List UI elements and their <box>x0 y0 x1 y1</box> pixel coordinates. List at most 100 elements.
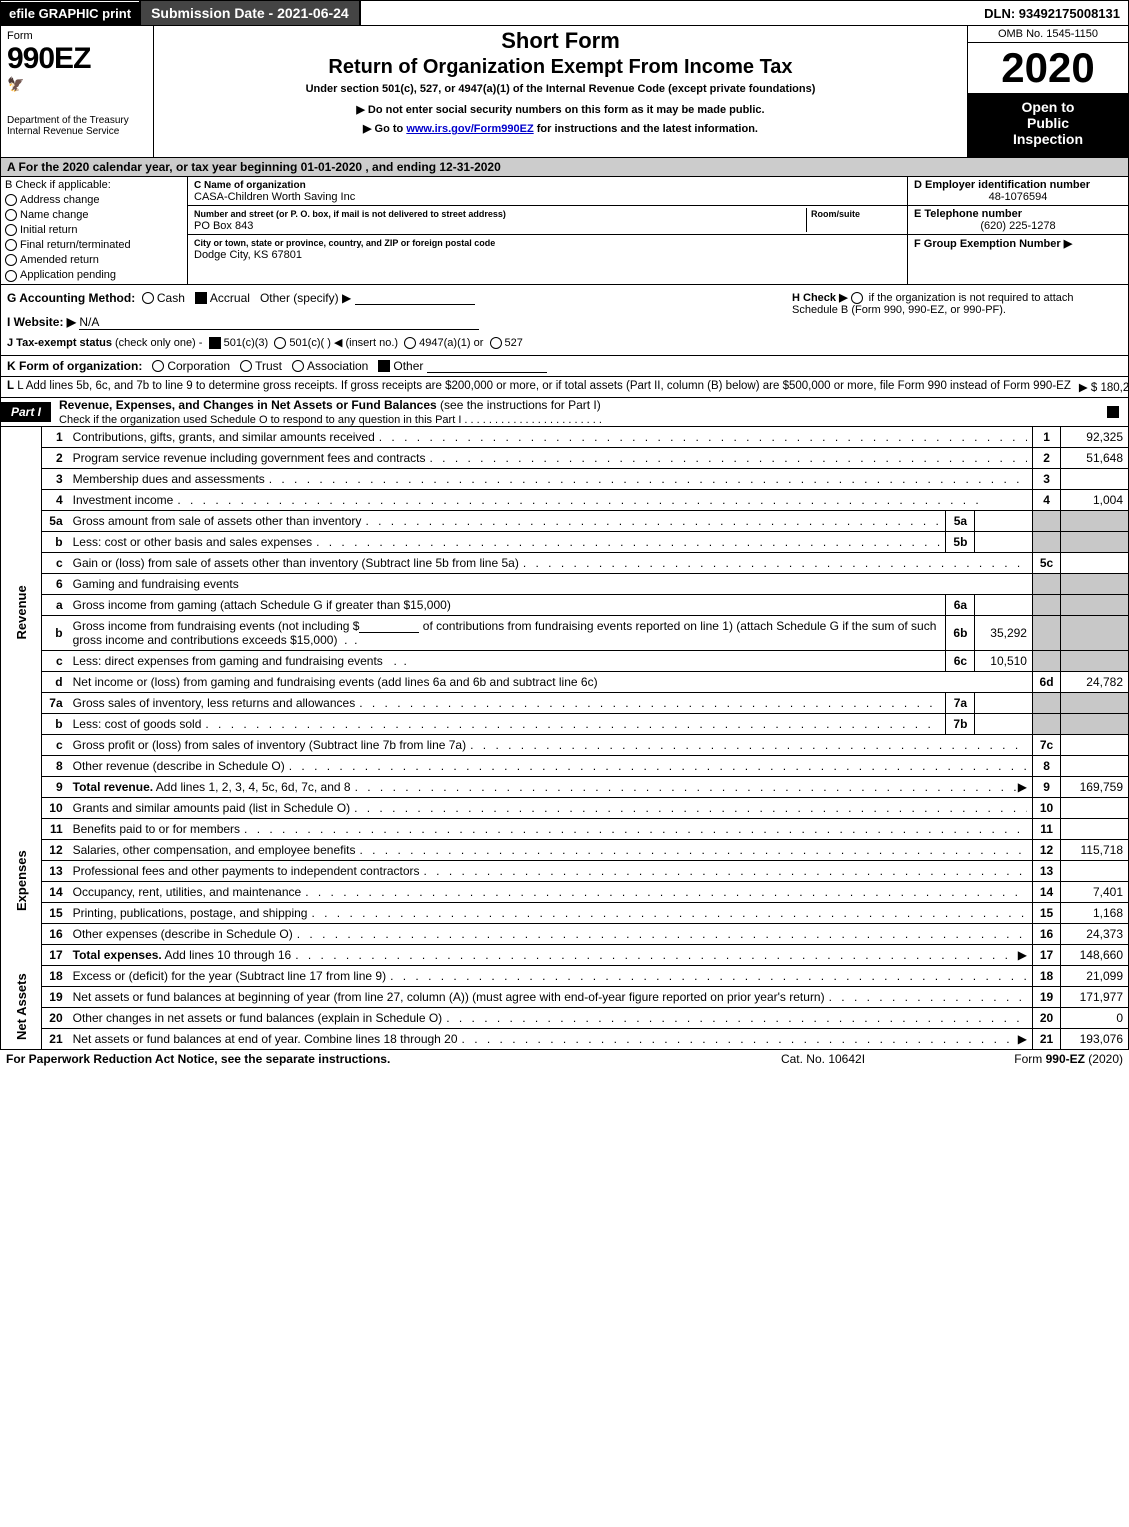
l5c-desc: Gain or (loss) from sale of assets other… <box>73 556 523 570</box>
l5b-num: b <box>42 531 68 552</box>
opt-address: Address change <box>20 194 100 206</box>
form-header: Form 990EZ 🦅 Department of the Treasury … <box>0 26 1129 158</box>
l7c-desc: Gross profit or (loss) from sales of inv… <box>73 738 470 752</box>
efile-print-button[interactable]: efile GRAPHIC print <box>1 2 139 25</box>
page-footer: For Paperwork Reduction Act Notice, see … <box>0 1050 1129 1068</box>
d-label: D Employer identification number <box>914 179 1122 191</box>
l6d-desc: Net income or (loss) from gaming and fun… <box>68 671 1033 692</box>
l14-ln: 14 <box>1032 881 1060 902</box>
line-16: 16 Other expenses (describe in Schedule … <box>1 923 1129 944</box>
l6-desc: Gaming and fundraising events <box>68 573 1033 594</box>
line-20: 20 Other changes in net assets or fund b… <box>1 1007 1129 1028</box>
opt-4947: 4947(a)(1) or <box>419 337 483 349</box>
opt-final: Final return/terminated <box>20 239 131 251</box>
line-10: Expenses 10 Grants and similar amounts p… <box>1 797 1129 818</box>
org-city-row: City or town, state or province, country… <box>188 235 907 263</box>
chk-501c[interactable] <box>274 337 286 349</box>
l20-desc: Other changes in net assets or fund bala… <box>73 1011 447 1025</box>
room-label: Room/suite <box>811 209 860 219</box>
chk-amended-return[interactable]: Amended return <box>5 254 183 266</box>
line-11: 11 Benefits paid to or for members 11 <box>1 818 1129 839</box>
chk-association[interactable] <box>292 360 304 372</box>
l16-desc: Other expenses (describe in Schedule O) <box>73 927 297 941</box>
l5c-num: c <box>42 552 68 573</box>
l6a-subv <box>975 594 1033 615</box>
check-accrual[interactable] <box>195 292 207 304</box>
chk-corporation[interactable] <box>152 360 164 372</box>
line-17: 17 Total expenses. Add lines 10 through … <box>1 944 1129 965</box>
l11-desc: Benefits paid to or for members <box>73 822 244 836</box>
chk-trust[interactable] <box>240 360 252 372</box>
info-block: B Check if applicable: Address change Na… <box>0 177 1129 285</box>
chk-final-return[interactable]: Final return/terminated <box>5 239 183 251</box>
chk-application-pending[interactable]: Application pending <box>5 269 183 281</box>
l2-desc: Program service revenue including govern… <box>73 451 430 465</box>
l15-num: 15 <box>42 902 68 923</box>
opt-trust: Trust <box>255 359 282 373</box>
group-exemption-row: F Group Exemption Number ▶ <box>908 235 1128 252</box>
line-12: 12 Salaries, other compensation, and emp… <box>1 839 1129 860</box>
l18-num: 18 <box>42 965 68 986</box>
l21-amt: 193,076 <box>1061 1028 1129 1049</box>
chk-527[interactable] <box>490 337 502 349</box>
other-specify-input[interactable] <box>355 292 475 305</box>
l5a-amt-shade <box>1061 510 1129 531</box>
line-5c: c Gain or (loss) from sale of assets oth… <box>1 552 1129 573</box>
ein-value: 48-1076594 <box>914 191 1122 203</box>
expenses-side-label: Expenses <box>1 797 42 965</box>
l6b-ln-shade <box>1032 615 1060 650</box>
chk-501c3[interactable] <box>209 337 221 349</box>
f-label: F Group Exemption Number ▶ <box>914 237 1122 250</box>
l12-num: 12 <box>42 839 68 860</box>
other-org-input[interactable] <box>427 360 547 373</box>
line-15: 15 Printing, publications, postage, and … <box>1 902 1129 923</box>
chk-name-change[interactable]: Name change <box>5 209 183 221</box>
part1-checkbox[interactable] <box>1107 405 1128 419</box>
radio-h[interactable] <box>851 292 863 304</box>
l6b-num: b <box>42 615 68 650</box>
l1-desc: Contributions, gifts, grants, and simila… <box>73 430 379 444</box>
right-info-column: D Employer identification number 48-1076… <box>907 177 1128 284</box>
opt-527: 527 <box>505 337 523 349</box>
l7a-ln-shade <box>1032 692 1060 713</box>
footer-catno: Cat. No. 10642I <box>723 1052 923 1066</box>
i-row: I Website: ▶ N/A <box>7 315 792 330</box>
line-7a: 7a Gross sales of inventory, less return… <box>1 692 1129 713</box>
opt-other: Other (specify) ▶ <box>260 291 351 305</box>
line-9: 9 Total revenue. Add lines 1, 2, 3, 4, 5… <box>1 776 1129 797</box>
l10-num: 10 <box>42 797 68 818</box>
l7b-subv <box>975 713 1033 734</box>
l4-desc: Investment income <box>73 493 178 507</box>
radio-cash[interactable] <box>142 292 154 304</box>
l6c-desc: Less: direct expenses from gaming and fu… <box>73 654 387 668</box>
l4-ln: 4 <box>1032 489 1060 510</box>
l1-num: 1 <box>42 427 68 448</box>
chk-4947[interactable] <box>404 337 416 349</box>
opt-501c: 501(c)( ) ◀ (insert no.) <box>289 337 398 349</box>
chk-address-change[interactable]: Address change <box>5 194 183 206</box>
l7c-num: c <box>42 734 68 755</box>
year-box: OMB No. 1545-1150 2020 Open to Public In… <box>967 26 1128 157</box>
l12-desc: Salaries, other compensation, and employ… <box>73 843 360 857</box>
org-city: Dodge City, KS 67801 <box>194 249 302 261</box>
chk-initial-return[interactable]: Initial return <box>5 224 183 236</box>
k-label: K Form of organization: <box>7 359 142 373</box>
section-g-j: G Accounting Method: Cash Accrual Other … <box>0 285 1129 356</box>
l4-amt: 1,004 <box>1061 489 1129 510</box>
revenue-side-label: Revenue <box>1 427 42 798</box>
l6c-num: c <box>42 650 68 671</box>
irs-link[interactable]: www.irs.gov/Form990EZ <box>406 123 533 135</box>
l18-amt: 21,099 <box>1061 965 1129 986</box>
l5c-amt <box>1061 552 1129 573</box>
dln-number: DLN: 93492175008131 <box>976 2 1128 25</box>
line-6: 6 Gaming and fundraising events <box>1 573 1129 594</box>
part1-check-text: Check if the organization used Schedule … <box>59 414 602 426</box>
chk-other[interactable] <box>378 360 390 372</box>
l13-desc: Professional fees and other payments to … <box>73 864 424 878</box>
opt-pending: Application pending <box>20 269 116 281</box>
l14-desc: Occupancy, rent, utilities, and maintena… <box>73 885 306 899</box>
l19-desc: Net assets or fund balances at beginning… <box>73 990 829 1004</box>
l6a-desc: Gross income from gaming (attach Schedul… <box>68 594 946 615</box>
footer-left: For Paperwork Reduction Act Notice, see … <box>6 1052 723 1066</box>
l20-amt: 0 <box>1061 1007 1129 1028</box>
